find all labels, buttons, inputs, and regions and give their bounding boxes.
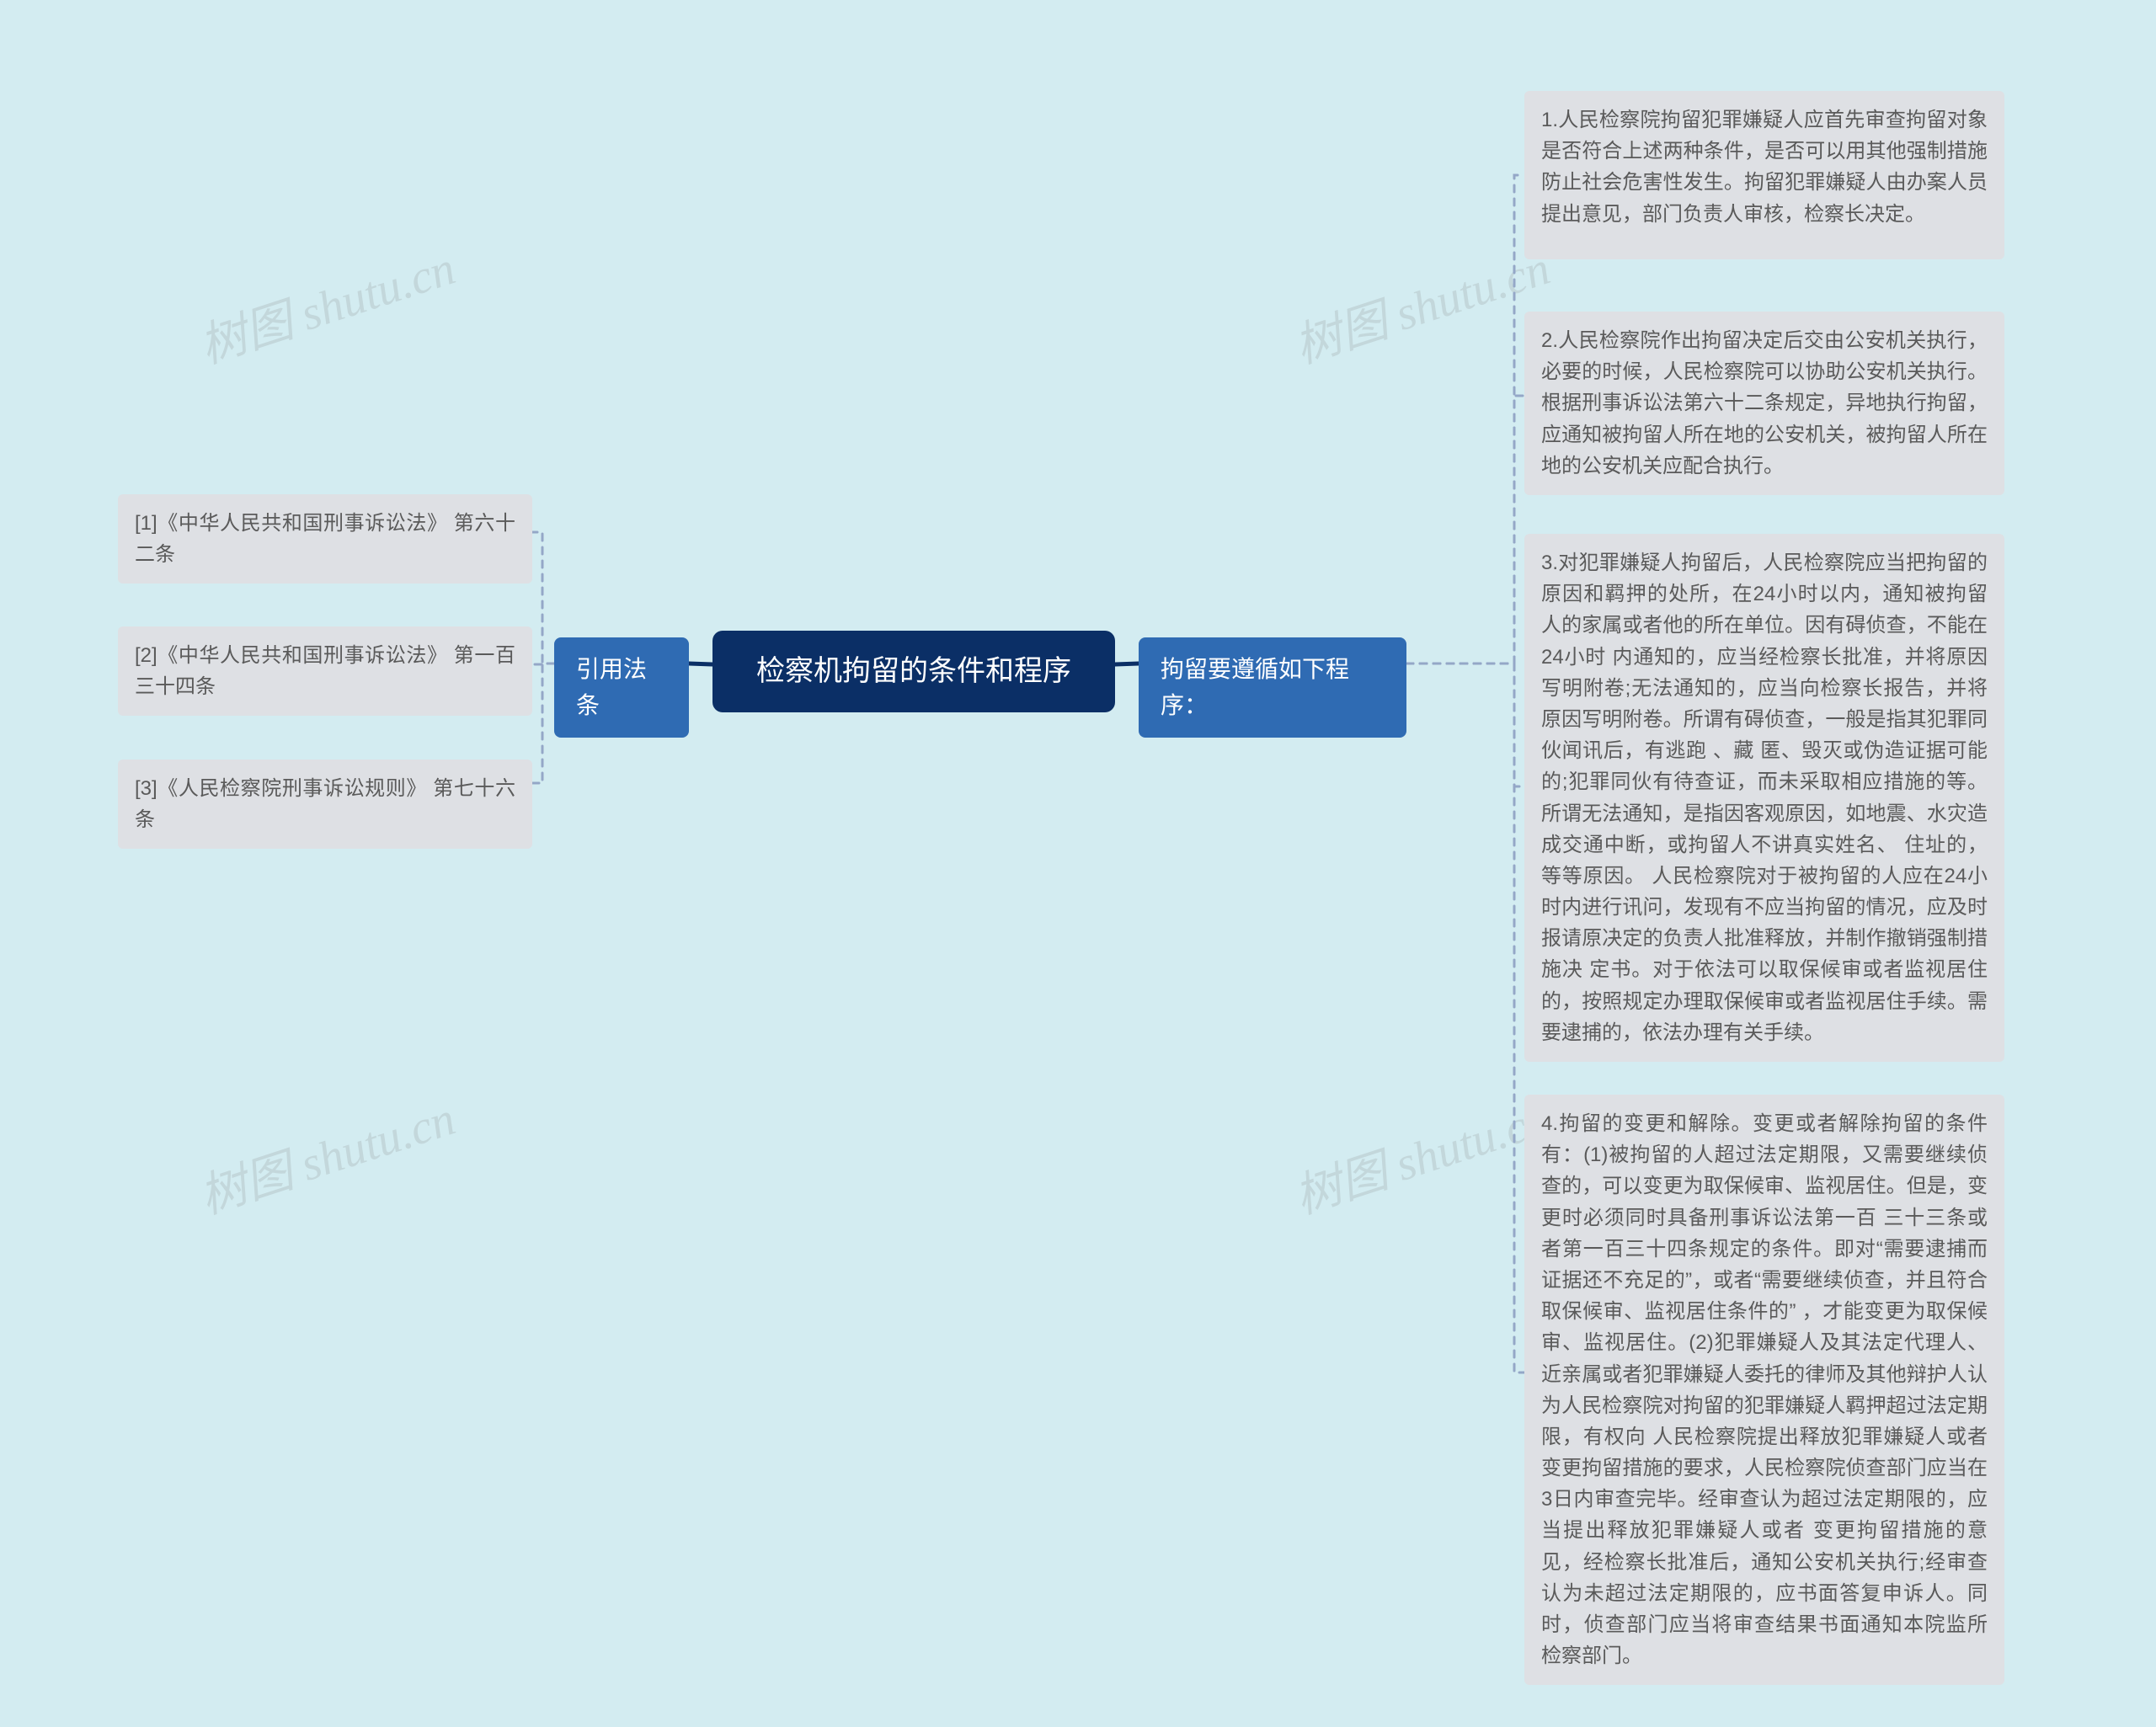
left-leaf-3-text: [3]《人民检察院刑事诉讼规则》 第七十六条 [135,777,515,831]
right-leaf-3-text: 3.对犯罪嫌疑人拘留后，人民检察院应当把拘留的原因和羁押的处所，在24小时以内，… [1541,552,1988,1044]
mindmap-canvas: 树图 shutu.cn 树图 shutu.cn 树图 shutu.cn 树图 shut… [0,0,2156,1727]
right-branch-text: 拘留要遵循如下程序： [1161,656,1349,718]
root-node: 检察机拘留的条件和程序 [712,631,1115,712]
left-branch: 引用法条 [554,637,689,738]
left-leaf-3: [3]《人民检察院刑事诉讼规则》 第七十六条 [118,760,532,849]
right-leaf-1-text: 1.人民检察院拘留犯罪嫌疑人应首先审查拘留对象是否符合上述两种条件，是否可以用其… [1541,109,1988,226]
left-leaf-2: [2]《中华人民共和国刑事诉讼法》 第一百三十四条 [118,626,532,716]
root-node-text: 检察机拘留的条件和程序 [756,655,1071,687]
right-leaf-2-text: 2.人民检察院作出拘留决定后交由公安机关执行，必要的时候，人民检察院可以协助公安… [1541,329,1988,477]
right-leaf-1: 1.人民检察院拘留犯罪嫌疑人应首先审查拘留对象是否符合上述两种条件，是否可以用其… [1524,91,2004,259]
left-branch-text: 引用法条 [576,656,647,718]
right-branch: 拘留要遵循如下程序： [1139,637,1406,738]
left-leaf-2-text: [2]《中华人民共和国刑事诉讼法》 第一百三十四条 [135,644,515,698]
watermark: 树图 shutu.cn [189,1080,462,1227]
watermark: 树图 shutu.cn [1284,1080,1557,1227]
watermark: 树图 shutu.cn [189,230,462,376]
right-leaf-3: 3.对犯罪嫌疑人拘留后，人民检察院应当把拘留的原因和羁押的处所，在24小时以内，… [1524,534,2004,1062]
right-leaf-4: 4.拘留的变更和解除。变更或者解除拘留的条件有：(1)被拘留的人超过法定期限，又… [1524,1095,2004,1685]
left-leaf-1: [1]《中华人民共和国刑事诉讼法》 第六十二条 [118,494,532,584]
left-leaf-1-text: [1]《中华人民共和国刑事诉讼法》 第六十二条 [135,512,515,566]
right-leaf-2: 2.人民检察院作出拘留决定后交由公安机关执行，必要的时候，人民检察院可以协助公安… [1524,312,2004,495]
watermark: 树图 shutu.cn [1284,230,1557,376]
right-leaf-4-text: 4.拘留的变更和解除。变更或者解除拘留的条件有：(1)被拘留的人超过法定期限，又… [1541,1112,1988,1667]
